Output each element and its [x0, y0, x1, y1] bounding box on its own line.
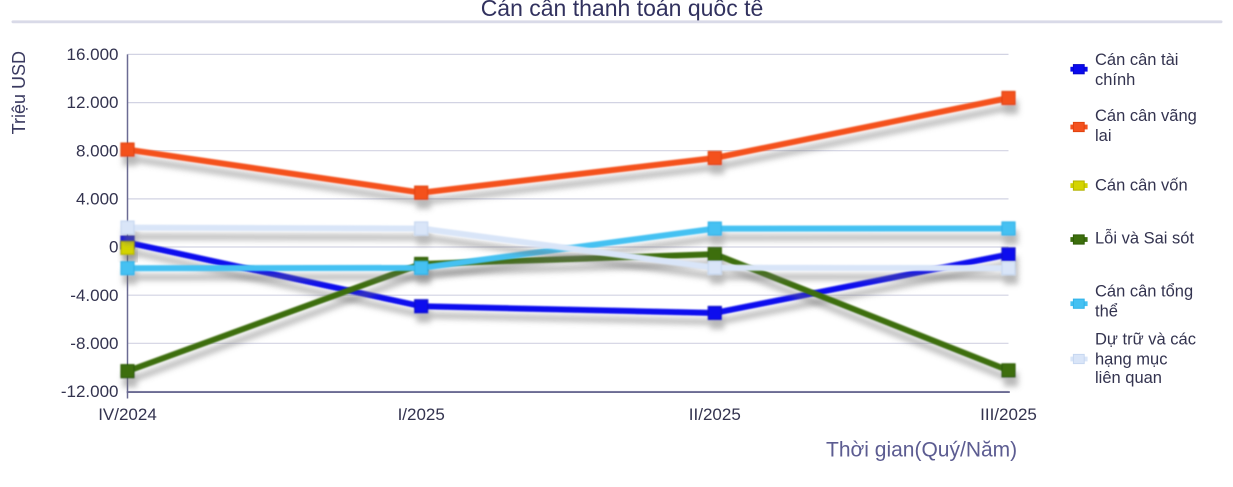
svg-text:Cán cân vốn: Cán cân vốn	[1095, 176, 1188, 194]
svg-text:8.000: 8.000	[76, 141, 119, 160]
svg-text:Triệu USD: Triệu USD	[9, 51, 29, 134]
svg-text:Lỗi và Sai sót: Lỗi và Sai sót	[1095, 228, 1194, 247]
svg-text:chính: chính	[1095, 71, 1135, 89]
svg-text:IV/2024: IV/2024	[98, 405, 157, 424]
svg-text:hạng mục: hạng mục	[1095, 351, 1167, 369]
svg-text:Cán cân thanh toán quốc tế: Cán cân thanh toán quốc tế	[481, 0, 764, 21]
svg-text:-4.000: -4.000	[70, 286, 118, 305]
svg-text:Cán cân vãng: Cán cân vãng	[1095, 107, 1197, 125]
svg-text:Cán cân tổng: Cán cân tổng	[1095, 283, 1193, 301]
svg-text:I/2025: I/2025	[398, 405, 445, 424]
svg-text:Dự trữ và các: Dự trữ và các	[1095, 331, 1196, 349]
svg-text:-8.000: -8.000	[70, 334, 118, 353]
svg-text:Thời gian(Quý/Năm): Thời gian(Quý/Năm)	[826, 439, 1017, 462]
svg-text:II/2025: II/2025	[689, 405, 741, 424]
svg-text:4.000: 4.000	[76, 190, 119, 209]
svg-text:liên quan: liên quan	[1095, 369, 1162, 387]
svg-text:12.000: 12.000	[67, 93, 119, 112]
svg-text:lai: lai	[1095, 127, 1112, 145]
svg-text:III/2025: III/2025	[980, 405, 1037, 424]
svg-text:thể: thể	[1095, 303, 1118, 321]
svg-text:16.000: 16.000	[67, 45, 119, 64]
svg-text:0: 0	[109, 238, 118, 257]
svg-text:Cán cân tài: Cán cân tài	[1095, 51, 1178, 69]
svg-text:-12.000: -12.000	[61, 382, 119, 401]
